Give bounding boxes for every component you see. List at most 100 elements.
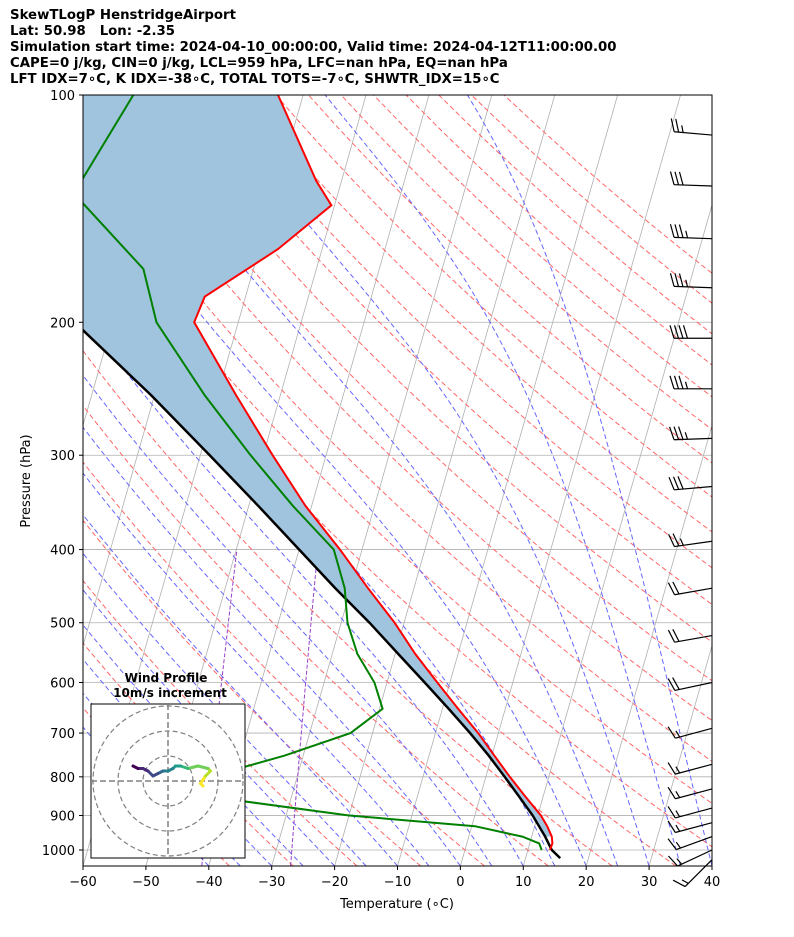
barb-staff — [684, 859, 713, 887]
y-tick-label: 500 — [50, 617, 75, 632]
index-line: LFT IDX=7∘C, K IDX=-38∘C, TOTAL TOTS=-7∘… — [10, 72, 500, 87]
wind-barb — [667, 762, 713, 775]
barb-half-flag — [675, 766, 681, 774]
wind-barb — [672, 859, 713, 888]
x-tick-label: −20 — [321, 875, 348, 890]
moist-adiabat-line — [83, 159, 587, 866]
dry-adiabat-line — [242, 95, 712, 533]
chart-title: SkewTLogP HenstridgeAirport — [10, 8, 236, 23]
dry-adiabat-line — [275, 95, 712, 498]
wind-barb — [669, 224, 713, 240]
barb-flag — [678, 273, 684, 287]
mixing-ratio-line — [290, 549, 319, 866]
isotherm-line — [522, 203, 712, 866]
barb-flag — [667, 806, 676, 819]
barb-flag — [678, 325, 684, 339]
barb-staff — [674, 485, 713, 491]
barb-half-flag — [685, 230, 689, 238]
barb-flag — [669, 171, 675, 185]
y-tick-label: 600 — [50, 677, 75, 692]
barb-flag — [667, 726, 676, 739]
wind-barb — [667, 581, 713, 596]
barb-half-flag — [675, 730, 681, 738]
barb-flag — [667, 855, 679, 867]
dry-adiabat-line — [83, 349, 613, 866]
x-tick-label: 20 — [578, 875, 595, 890]
dry-adiabat-line — [340, 95, 712, 431]
moist-adiabat-line — [83, 314, 524, 866]
barb-flag — [667, 786, 676, 800]
barb-flag — [682, 325, 689, 339]
moist-adiabat-line — [83, 624, 304, 866]
barb-staff — [675, 807, 713, 819]
y-axis-label: Pressure (hPa) — [19, 434, 34, 527]
x-tick-label: −10 — [384, 875, 411, 890]
wind-barb — [667, 677, 713, 691]
hodograph-segment — [131, 764, 140, 770]
x-tick-label: −30 — [258, 875, 285, 890]
barb-half-flag — [681, 879, 689, 884]
isotherm-line — [271, 95, 493, 866]
barb-flag — [674, 224, 680, 238]
barb-flag — [672, 581, 680, 595]
moist-adiabat-line — [83, 589, 335, 866]
wind-barb — [667, 786, 713, 800]
y-tick-label: 1000 — [42, 844, 75, 859]
dry-adiabat-line — [471, 95, 712, 304]
barb-half-flag — [676, 858, 683, 865]
instability-shade — [83, 95, 552, 837]
wind-barb — [667, 849, 713, 867]
barb-flag — [672, 879, 686, 888]
x-tick-label: 40 — [704, 875, 721, 890]
barb-flag — [678, 171, 684, 186]
barb-half-flag — [681, 125, 684, 133]
barb-flag — [667, 582, 676, 596]
dry-adiabat-line — [83, 519, 422, 866]
barb-flag — [667, 629, 676, 643]
barb-staff — [675, 822, 713, 834]
plot-area — [83, 95, 712, 866]
barb-half-flag — [675, 824, 681, 832]
moist-adiabat-line — [466, 95, 712, 866]
dry-adiabat-line — [83, 296, 677, 866]
barb-flag — [672, 533, 680, 547]
barb-staff — [674, 681, 713, 691]
barb-flag — [667, 762, 676, 775]
barb-flag — [674, 273, 680, 287]
barb-flag — [669, 325, 675, 339]
parcel-profile-line — [83, 328, 562, 859]
x-tick-label: 10 — [515, 875, 532, 890]
barb-staff — [674, 236, 713, 240]
dry-adiabat-line — [373, 95, 712, 398]
wind-barb — [667, 806, 713, 819]
stability-line: CAPE=0 j/kg, CIN=0 j/kg, LCL=959 hPa, LF… — [10, 56, 508, 71]
time-line: Simulation start time: 2024-04-10_00:00:… — [10, 40, 617, 55]
barb-half-flag — [675, 810, 681, 818]
moist-adiabat-line — [83, 552, 367, 866]
barb-staff — [674, 540, 713, 548]
y-tick-label: 200 — [50, 316, 75, 331]
isotherm-line — [460, 95, 681, 866]
moist-adiabat-line — [109, 95, 619, 866]
wind-profile-inset: Wind Profile 10m/s increment — [90, 671, 246, 859]
barb-staff — [675, 727, 713, 739]
barb-staff — [674, 634, 713, 643]
dry-adiabat-line — [83, 461, 485, 866]
location-line: Lat: 50.98 Lon: -2.35 — [10, 24, 176, 39]
y-tick-label: 300 — [50, 449, 75, 464]
barb-staff — [675, 788, 713, 800]
moist-adiabat-line — [83, 514, 398, 866]
barb-flag — [669, 273, 675, 287]
dry-adiabat-line — [83, 642, 294, 866]
barb-staff — [674, 131, 713, 136]
barb-half-flag — [675, 841, 682, 849]
wind-barb — [667, 629, 713, 643]
x-tick-label: 30 — [641, 875, 658, 890]
x-tick-label: −50 — [132, 875, 159, 890]
dry-adiabat-line — [83, 245, 712, 848]
isotherm-line — [711, 864, 712, 866]
moist-adiabat-line — [201, 95, 650, 866]
moist-adiabat-line — [83, 374, 493, 866]
wind-barb — [667, 820, 713, 834]
barb-staff — [674, 184, 713, 187]
